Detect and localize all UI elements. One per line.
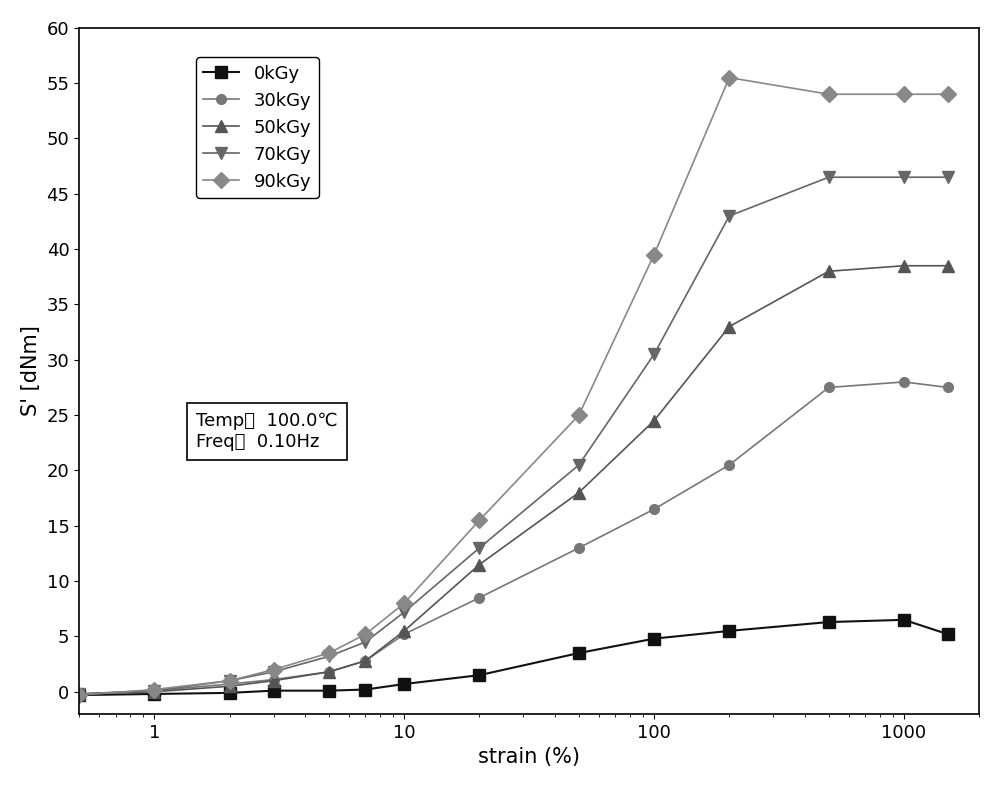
0kGy [323,686,335,695]
X-axis label: strain (%): strain (%) [478,747,580,768]
50kGy [898,261,910,270]
70kGy [73,690,85,699]
50kGy [723,322,735,331]
70kGy [473,543,485,552]
50kGy [73,690,85,699]
90kGy [573,411,585,420]
Line: 90kGy: 90kGy [74,72,954,701]
70kGy [573,460,585,470]
90kGy [473,515,485,525]
30kGy [648,504,660,514]
0kGy [573,649,585,658]
90kGy [224,676,236,686]
50kGy [473,559,485,569]
90kGy [942,90,954,99]
0kGy [648,634,660,643]
70kGy [268,667,280,677]
90kGy [823,90,835,99]
Y-axis label: S' [dNm]: S' [dNm] [21,325,41,416]
50kGy [359,656,371,666]
70kGy [398,608,410,617]
30kGy [573,543,585,552]
Line: 30kGy: 30kGy [74,377,953,699]
30kGy [898,377,910,387]
50kGy [823,266,835,276]
50kGy [224,682,236,691]
30kGy [359,656,371,666]
70kGy [648,350,660,359]
70kGy [148,686,160,695]
90kGy [268,665,280,675]
30kGy [473,593,485,603]
50kGy [148,687,160,697]
0kGy [942,630,954,639]
70kGy [359,637,371,647]
30kGy [398,630,410,639]
0kGy [359,685,371,694]
70kGy [942,173,954,182]
50kGy [942,261,954,270]
30kGy [323,667,335,677]
50kGy [573,488,585,497]
0kGy [148,690,160,699]
90kGy [398,599,410,608]
70kGy [898,173,910,182]
50kGy [648,416,660,426]
0kGy [723,626,735,636]
30kGy [942,383,954,392]
0kGy [398,679,410,689]
Line: 70kGy: 70kGy [74,172,954,700]
0kGy [473,671,485,680]
30kGy [823,383,835,392]
90kGy [898,90,910,99]
Line: 0kGy: 0kGy [74,615,954,701]
Text: Temp：  100.0℃
Freq：  0.10Hz: Temp： 100.0℃ Freq： 0.10Hz [196,412,338,451]
30kGy [73,690,85,699]
0kGy [268,686,280,695]
70kGy [323,652,335,661]
70kGy [224,676,236,686]
Line: 50kGy: 50kGy [74,260,954,700]
90kGy [323,649,335,658]
0kGy [898,615,910,625]
Legend: 0kGy, 30kGy, 50kGy, 70kGy, 90kGy: 0kGy, 30kGy, 50kGy, 70kGy, 90kGy [196,58,319,198]
90kGy [73,690,85,700]
70kGy [823,173,835,182]
30kGy [148,686,160,695]
90kGy [148,685,160,694]
30kGy [723,460,735,470]
30kGy [268,675,280,684]
30kGy [224,679,236,689]
0kGy [73,690,85,700]
50kGy [268,676,280,686]
50kGy [398,626,410,636]
50kGy [323,667,335,677]
90kGy [648,250,660,259]
70kGy [723,211,735,221]
90kGy [723,73,735,83]
0kGy [823,617,835,626]
90kGy [359,630,371,639]
0kGy [224,688,236,697]
